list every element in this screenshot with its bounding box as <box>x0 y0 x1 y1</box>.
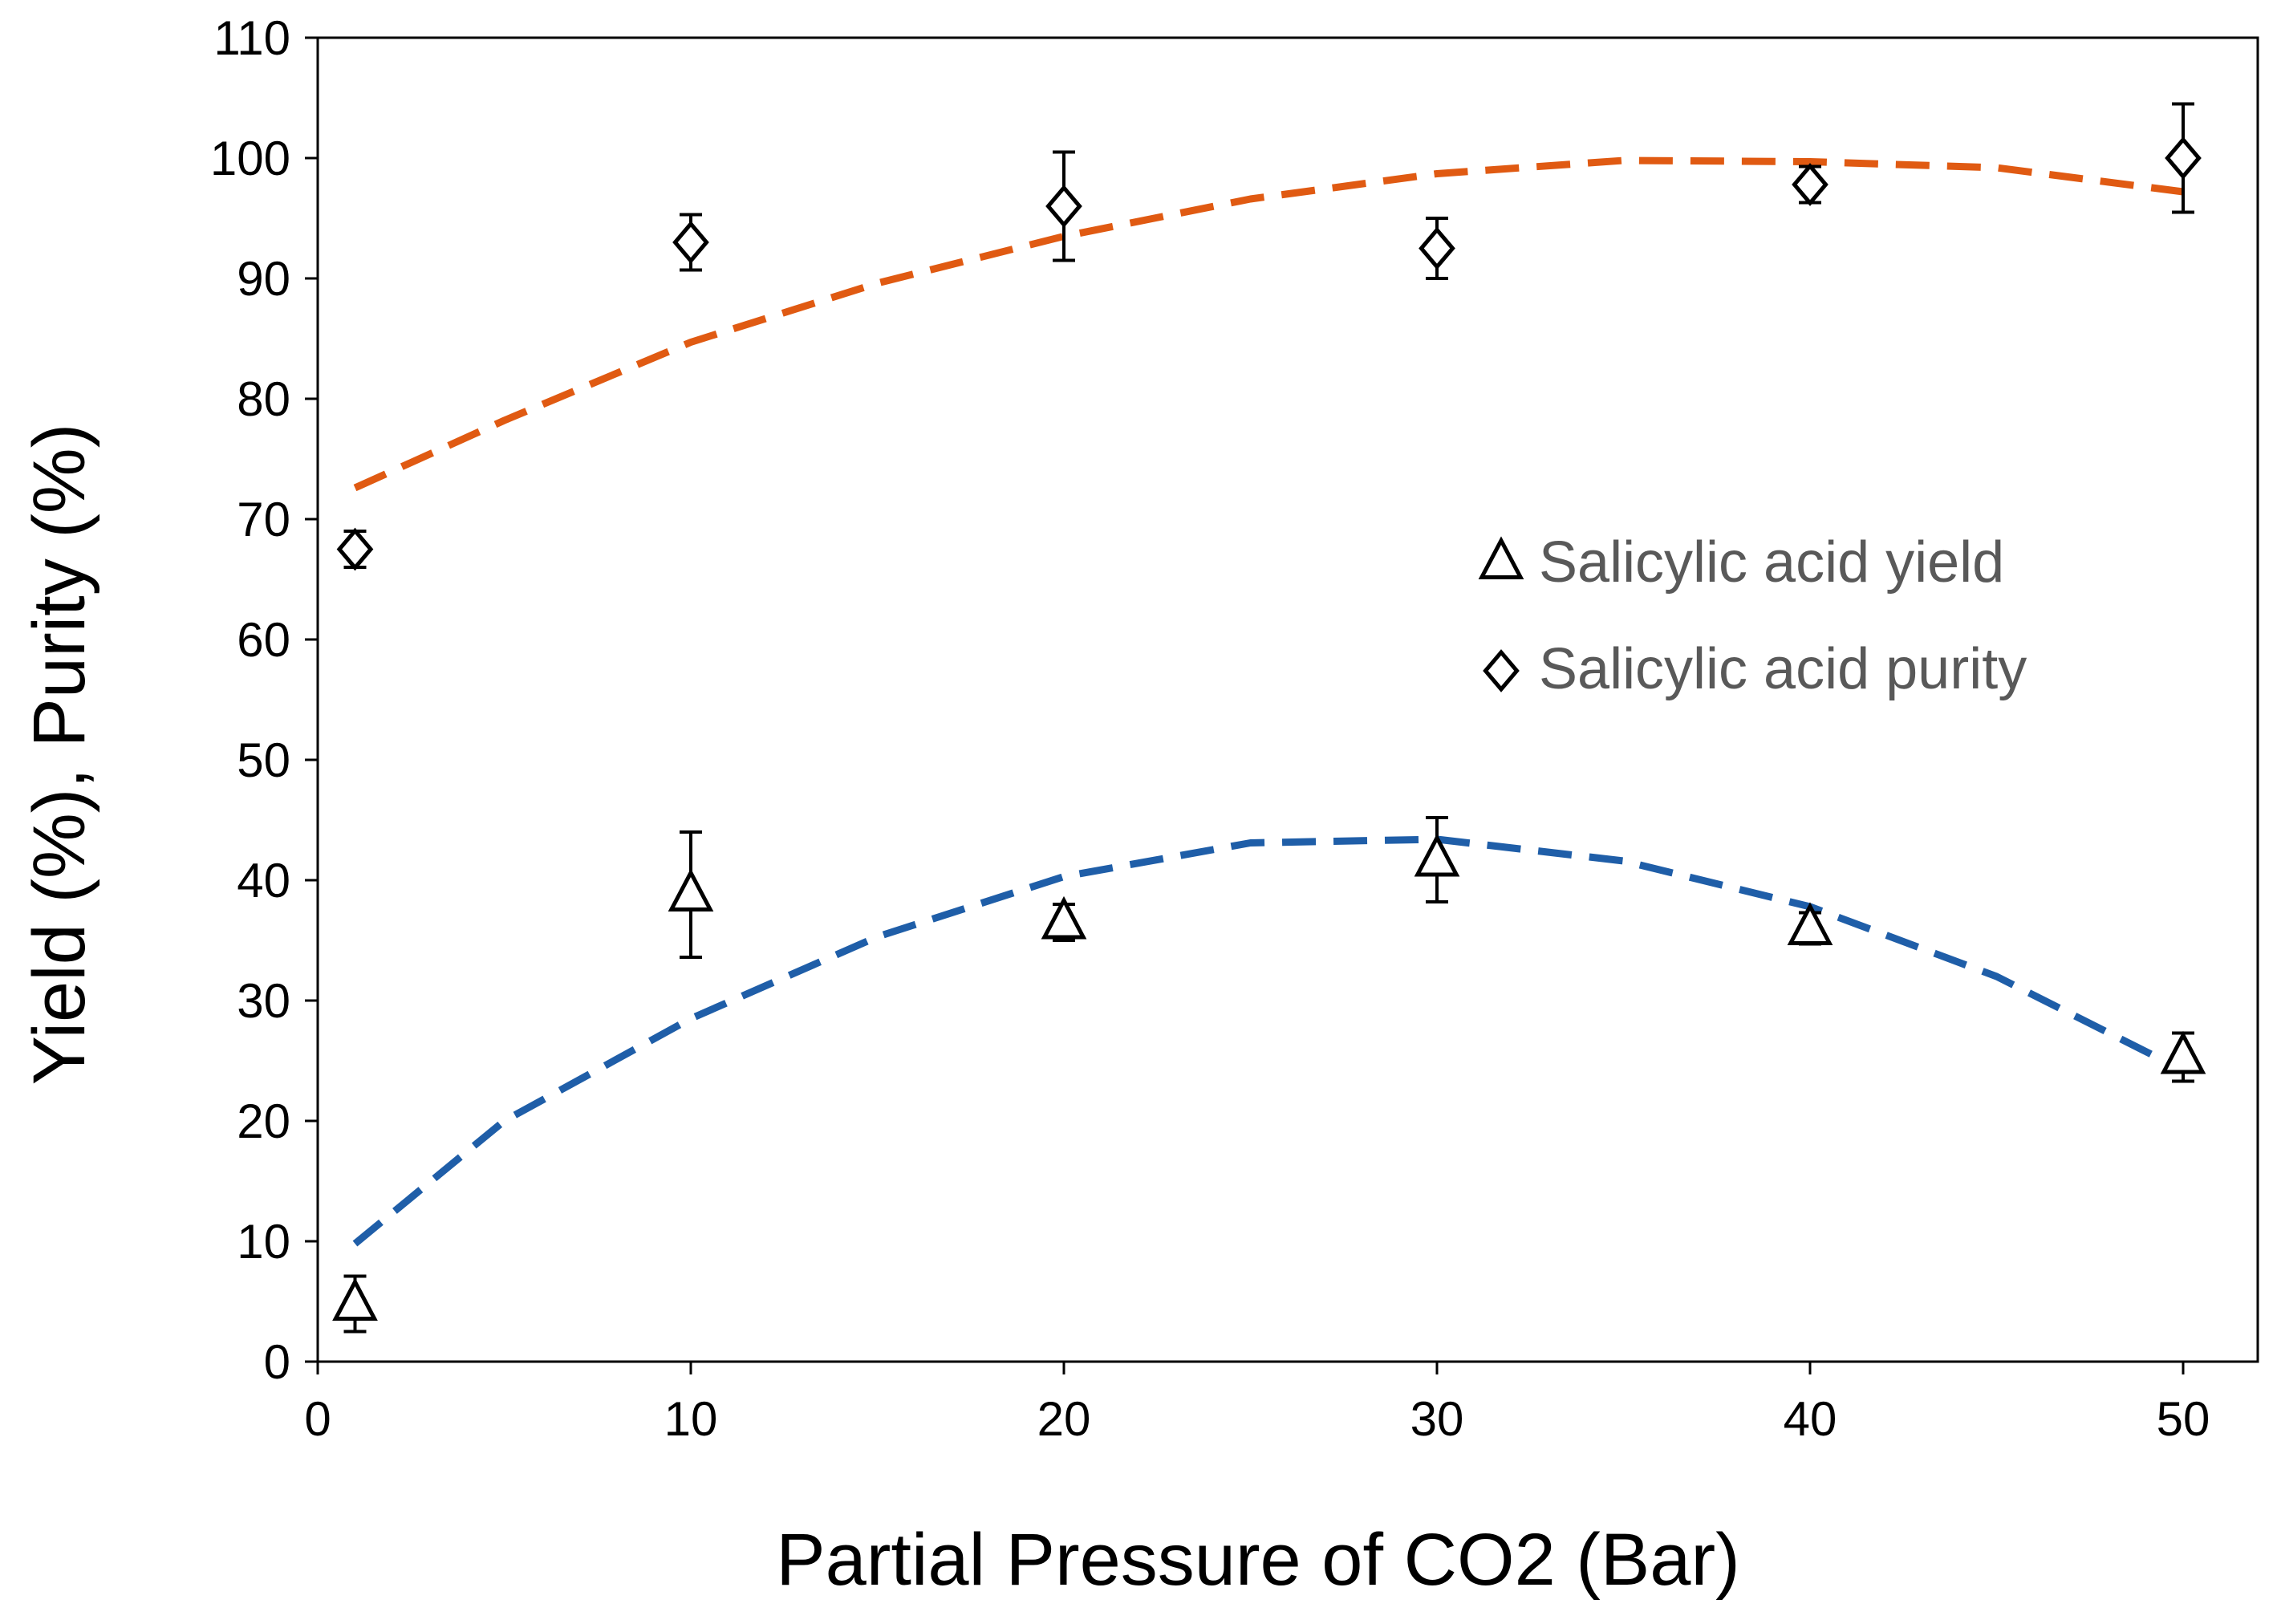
x-axis-ticks: 0 10 20 30 40 50 <box>304 1362 2210 1446</box>
y-axis-ticks: 0 10 20 30 40 50 60 70 80 90 100 110 <box>210 11 318 1389</box>
y-axis-title: Yield (%), Purity (%) <box>18 424 100 1086</box>
yield-point <box>1041 895 1087 940</box>
x-tick-label: 30 <box>1410 1392 1464 1446</box>
purity-point <box>1792 163 1828 206</box>
x-tick-label: 10 <box>664 1392 718 1446</box>
legend-marker-yield <box>1478 536 1524 579</box>
legend-diamond-icon <box>1483 649 1520 692</box>
yield-point <box>332 1277 378 1321</box>
purity-point <box>672 221 709 264</box>
y-tick-label: 100 <box>210 132 290 185</box>
y-tick-label: 90 <box>237 252 290 306</box>
x-axis-title: Partial Pressure of CO2 (Bar) <box>776 1519 1739 1601</box>
yield-point <box>668 868 714 911</box>
x-tick-label: 50 <box>2157 1392 2210 1446</box>
purity-point <box>1045 185 1082 228</box>
y-tick-label: 70 <box>237 493 290 546</box>
legend-triangle-icon <box>1478 536 1524 579</box>
legend-label-purity: Salicylic acid purity <box>1539 637 2027 701</box>
plot-area <box>316 36 2259 1363</box>
trendlines <box>352 156 2186 1247</box>
y-tick-label: 110 <box>213 11 290 65</box>
yield-trendline <box>352 835 2186 1247</box>
y-tick-label: 0 <box>264 1335 290 1389</box>
y-tick-label: 80 <box>237 372 290 426</box>
x-tick-label: 40 <box>1784 1392 1837 1446</box>
markers <box>332 136 2206 1321</box>
plot-frame <box>316 36 2259 1363</box>
error-bars <box>343 102 2194 1334</box>
legend-label-yield: Salicylic acid yield <box>1539 530 2004 595</box>
y-tick-label: 10 <box>237 1215 290 1269</box>
x-tick-label: 20 <box>1037 1392 1091 1446</box>
purity-point <box>1419 226 1455 270</box>
legend: Salicylic acid yield Salicylic acid puri… <box>1478 530 2027 701</box>
y-tick-label: 40 <box>237 854 290 907</box>
legend-marker-purity <box>1483 649 1520 692</box>
y-tick-label: 60 <box>237 613 290 667</box>
y-tick-label: 50 <box>237 733 290 787</box>
yield-point <box>2160 1030 2206 1074</box>
purity-point <box>336 527 374 571</box>
x-tick-label: 0 <box>304 1392 331 1446</box>
purity-trendline <box>353 156 2184 492</box>
y-tick-label: 20 <box>237 1094 290 1148</box>
y-tick-label: 30 <box>237 974 290 1028</box>
yield-point <box>1787 902 1833 945</box>
yield-point <box>1414 833 1460 877</box>
purity-point <box>2165 136 2202 180</box>
